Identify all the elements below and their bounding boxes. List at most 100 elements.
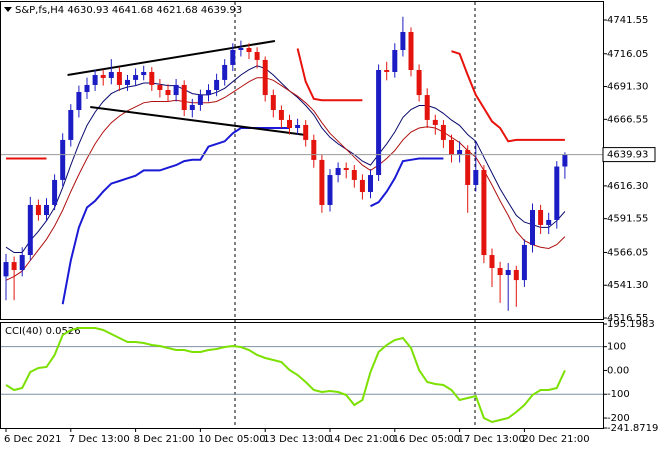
candle-body: [497, 268, 503, 276]
cci-pane: [0, 322, 604, 429]
candle-body: [3, 262, 9, 277]
candle-body: [416, 70, 422, 96]
candle-body: [368, 175, 373, 192]
candle-body: [481, 170, 487, 256]
trend-line: [90, 105, 306, 137]
indicator-line: [5, 65, 566, 253]
y-tick-label: 4666.55: [607, 114, 648, 125]
candle-body: [222, 64, 228, 80]
candle-body: [165, 90, 171, 96]
candle-body: [149, 71, 155, 85]
candle-body: [351, 170, 357, 180]
y-tick-label: 4566.05: [607, 247, 648, 258]
candle-body: [108, 71, 114, 78]
candle-body: [335, 168, 341, 176]
candle-body: [424, 95, 430, 120]
candle-body: [465, 150, 471, 185]
y-tick-label: 195.1983: [607, 319, 655, 330]
y-tick-label: -241.8719: [607, 423, 658, 434]
candle-body: [173, 84, 179, 96]
candle-body: [262, 59, 268, 96]
last-price-box: [602, 147, 656, 163]
y-tick-label: 4616.30: [607, 181, 648, 192]
candle-body: [440, 124, 446, 140]
indicator-line: [5, 77, 566, 281]
candle-body: [133, 75, 139, 80]
candle-body: [214, 79, 220, 90]
y-tick-label: 4591.55: [607, 214, 648, 225]
y-tick-label: 4716.05: [607, 49, 648, 60]
candle-body: [311, 139, 317, 160]
candle-body: [408, 31, 414, 70]
x-tick-label: 16 Dec 05:00: [393, 434, 460, 445]
candle-body: [181, 84, 187, 110]
candle-body: [343, 168, 349, 170]
candle-body: [246, 48, 252, 52]
x-tick-label: 6 Dec 2021: [4, 434, 62, 445]
candle-body: [457, 150, 463, 156]
candle-body: [554, 166, 560, 220]
x-tick-label: 7 Dec 13:00: [69, 434, 130, 445]
y-tick-label: 4741.55: [607, 15, 648, 26]
x-tick-label: 8 Dec 21:00: [134, 434, 195, 445]
candle-body: [449, 139, 454, 156]
candle-body: [141, 71, 147, 76]
candle-body: [44, 204, 49, 216]
x-tick-label: 17 Dec 13:00: [458, 434, 525, 445]
candle-body: [473, 170, 479, 185]
candle-body: [84, 84, 90, 92]
candle-body: [376, 70, 382, 176]
candle-body: [19, 255, 25, 270]
candle-body: [27, 204, 33, 256]
y-tick-label: 0.00: [607, 365, 629, 376]
candle-body: [521, 244, 527, 281]
candle-body: [562, 154, 568, 167]
candle-body: [189, 104, 195, 110]
candle-body: [327, 175, 333, 205]
candle-body: [238, 48, 244, 50]
candle-body: [303, 124, 309, 140]
candle-body: [505, 270, 511, 276]
last-price-label: 4639.93: [607, 150, 648, 161]
candle-body: [11, 262, 17, 270]
cci-line: [5, 327, 566, 424]
x-tick-label: 20 Dec 21:00: [522, 434, 589, 445]
candle-body: [513, 270, 519, 281]
candle-body: [384, 70, 390, 72]
y-tick-label: 4691.30: [607, 82, 648, 93]
candle-body: [254, 51, 260, 60]
candle-body: [546, 219, 552, 225]
y-tick-label: -200: [607, 413, 630, 424]
x-tick-label: 10 Dec 05:00: [198, 434, 265, 445]
cci-title: CCI(40) 0.0526: [5, 326, 81, 337]
candle-body: [52, 179, 58, 205]
candle-body: [319, 159, 325, 205]
x-tick-label: 14 Dec 21:00: [328, 434, 395, 445]
candle-body: [489, 255, 495, 269]
trend-line: [67, 40, 276, 77]
candle-body: [392, 50, 398, 72]
candle-body: [400, 31, 406, 50]
candle-body: [270, 95, 276, 110]
y-tick-label: -100: [607, 389, 630, 400]
candle-body: [287, 119, 292, 129]
candle-body: [530, 210, 535, 245]
candle-body: [35, 204, 41, 216]
menu-arrow: [4, 7, 12, 12]
candle-body: [116, 71, 122, 85]
candle-body: [100, 75, 106, 78]
y-tick-label: 4516.55: [607, 313, 648, 324]
candle-body: [432, 119, 438, 125]
candle-body: [157, 84, 163, 90]
x-tick-label: 13 Dec 13:00: [263, 434, 330, 445]
candle-body: [125, 79, 130, 85]
candle-body: [76, 91, 82, 110]
candle-body: [278, 110, 284, 120]
candle-body: [68, 110, 74, 140]
candle-body: [92, 75, 98, 85]
indicator-line: [6, 48, 565, 160]
y-tick-label: 100: [607, 342, 626, 353]
candle-body: [295, 124, 301, 129]
